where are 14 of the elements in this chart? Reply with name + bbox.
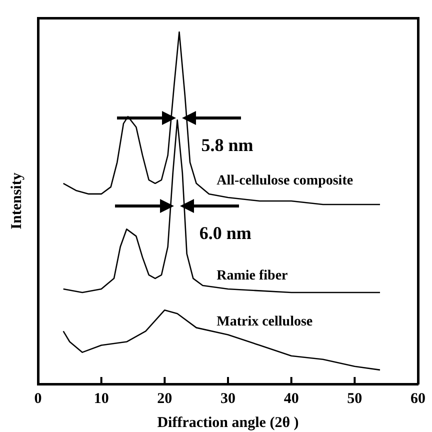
x-tick-label: 40: [284, 390, 299, 407]
annotation: 5.8 nm: [201, 134, 254, 155]
x-axis-title: Diffraction angle (2θ ): [157, 414, 299, 431]
x-tick-label: 0: [34, 390, 42, 407]
x-tick-label: 30: [220, 390, 236, 407]
x-tick-label: 20: [157, 390, 172, 407]
x-tick-label: 10: [94, 390, 109, 407]
series-label: All-cellulose composite: [216, 174, 354, 189]
x-tick-label: 50: [347, 390, 362, 407]
annotation: 6.0 nm: [199, 222, 252, 243]
x-tick-label: 60: [410, 390, 426, 407]
y-axis-title: Intensity: [8, 172, 25, 230]
series-label: Ramie fiber: [216, 268, 288, 284]
series-label: Matrix cellulose: [216, 314, 313, 330]
